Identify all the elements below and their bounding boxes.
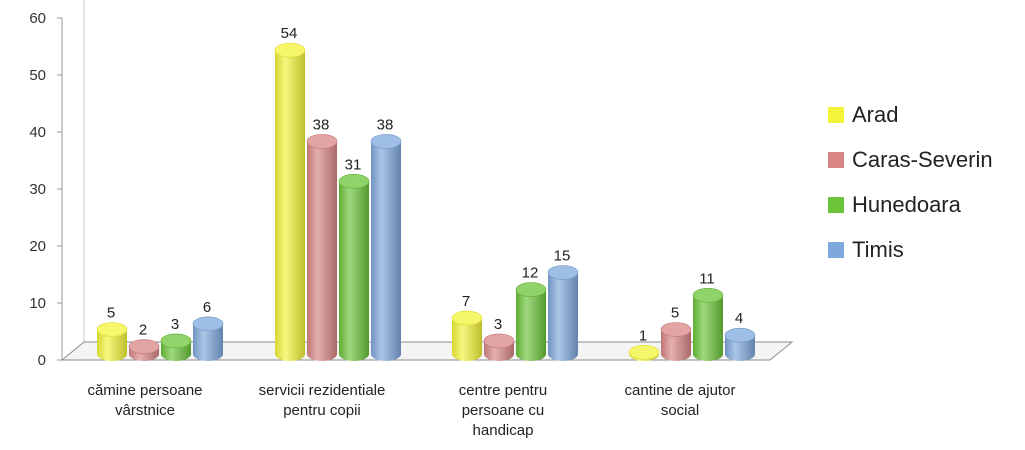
bar-top (483, 333, 515, 349)
bar-arad-1 (274, 42, 306, 361)
legend-item: Caras-Severin (828, 137, 993, 182)
y-tick-label: 60 (29, 10, 46, 27)
data-label: 38 (377, 116, 394, 133)
y-tick-label: 0 (38, 352, 46, 369)
y-tick-label: 40 (29, 124, 46, 141)
y-tick-label: 20 (29, 238, 46, 255)
legend-swatch (828, 196, 844, 213)
bar-body (307, 141, 337, 361)
bar-top (306, 134, 338, 149)
bar-body (339, 181, 369, 361)
bar-body (275, 50, 305, 361)
bar-arad-3 (628, 344, 660, 361)
x-category-label: centre pentru persoane cu handicap (459, 382, 547, 439)
bar-top (274, 42, 306, 58)
x-category-label: cantine de ajutor social (625, 382, 736, 419)
bar-body (548, 272, 578, 361)
x-axis-categories: cămine persoane vârstnice servicii reziden… (87, 382, 735, 439)
bar-body (452, 318, 482, 361)
chart-axes (60, 0, 794, 361)
bar-body (693, 295, 723, 361)
legend-item: Timis (828, 227, 993, 272)
bar-timis-0 (192, 316, 224, 361)
legend-swatch (828, 241, 844, 258)
bar-body (725, 335, 755, 361)
bar-hunedoara-1 (338, 174, 370, 361)
bar-body (193, 323, 223, 361)
bar-top (660, 322, 692, 337)
bar-top (547, 265, 579, 280)
bar-arad-2 (451, 310, 483, 361)
y-axis-ticks: 0 10 20 30 40 50 60 (29, 10, 62, 369)
legend-swatch (828, 106, 844, 123)
bar-timis-1 (370, 134, 402, 361)
bar-top (451, 310, 483, 326)
legend-label: Arad (852, 101, 899, 127)
bar-timis-3 (724, 327, 756, 361)
data-label: 1 (639, 327, 647, 344)
data-label: 6 (203, 299, 211, 316)
bar-hunedoara-3 (692, 287, 724, 361)
x-category-label: servicii rezidentiale pentru copii (259, 382, 386, 419)
legend-label: Hunedoara (852, 191, 961, 217)
bar-top (160, 333, 192, 349)
data-label: 7 (462, 293, 470, 310)
legend-item: Arad (828, 92, 993, 137)
bar-top (128, 339, 160, 354)
y-tick-label: 30 (29, 181, 46, 198)
data-label: 54 (281, 25, 298, 42)
bar-top (724, 327, 756, 343)
bar-top (515, 282, 547, 297)
legend-item: Hunedoara (828, 182, 993, 227)
data-label: 38 (313, 116, 330, 133)
bar-top (628, 344, 660, 360)
data-label: 31 (345, 156, 362, 173)
legend-label: Caras-Severin (852, 146, 993, 172)
data-label: 3 (494, 316, 502, 333)
bar-caras-severin-1 (306, 134, 338, 361)
data-label: 2 (139, 322, 147, 339)
bar-body (371, 141, 401, 361)
bar-caras-severin-2 (483, 333, 515, 361)
bar-arad-0 (96, 322, 128, 361)
y-tick-label: 10 (29, 295, 46, 312)
chart-legend: Arad Caras-Severin Hunedoara Timis (828, 92, 993, 272)
legend-swatch (828, 151, 844, 168)
chart-bars (96, 42, 756, 361)
bar-top (370, 134, 402, 149)
bar-caras-severin-0 (128, 339, 160, 361)
data-label: 11 (699, 270, 715, 287)
bar-timis-2 (547, 265, 579, 361)
bar-top (96, 322, 128, 337)
data-label: 12 (522, 265, 539, 282)
data-label: 15 (554, 248, 571, 265)
bar-body (97, 329, 127, 361)
bar-top (192, 316, 224, 332)
bar-caras-severin-3 (660, 322, 692, 361)
data-label: 5 (671, 305, 679, 322)
bar-hunedoara-2 (515, 282, 547, 361)
legend-label: Timis (852, 236, 904, 262)
data-label: 3 (171, 316, 179, 333)
bar-body (516, 289, 546, 361)
bar-top (338, 174, 370, 189)
bar-body (661, 329, 691, 361)
bar-top (692, 287, 724, 303)
data-label: 4 (735, 310, 743, 327)
bar-hunedoara-0 (160, 333, 192, 361)
x-category-label: cămine persoane vârstnice (87, 382, 202, 419)
data-label: 5 (107, 305, 115, 322)
y-tick-label: 50 (29, 67, 46, 84)
